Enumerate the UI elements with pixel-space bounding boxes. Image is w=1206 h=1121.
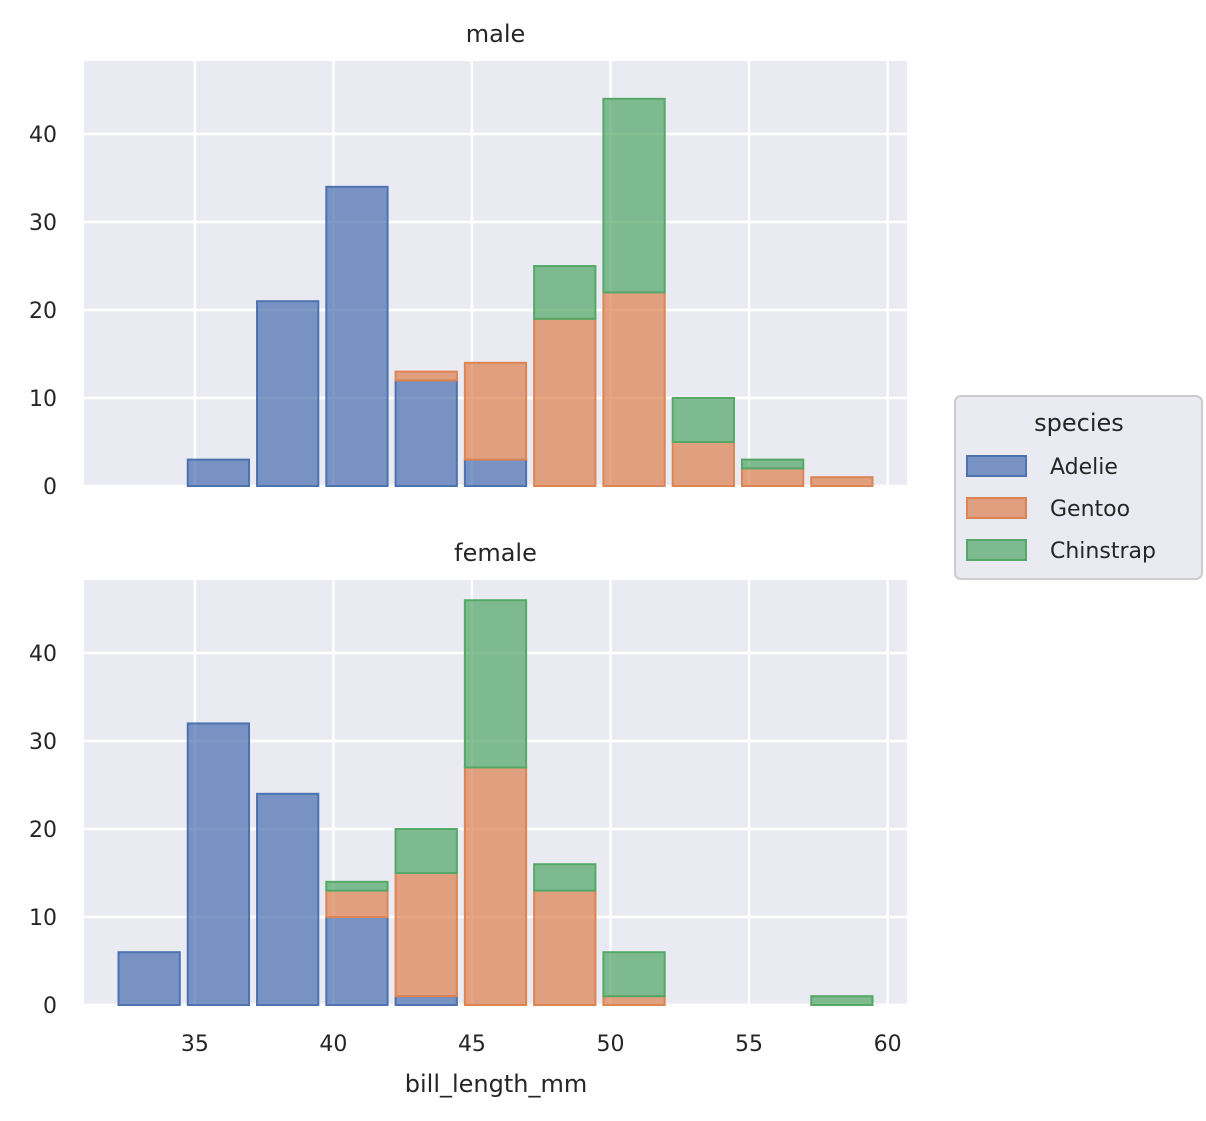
bar-adelie [463,458,528,487]
legend-label-chinstrap: Chinstrap [1050,539,1156,564]
bar-gentoo [533,889,597,1007]
facet-title: female [454,539,537,567]
y-tick-label: 30 [29,211,57,236]
bar-adelie [186,458,251,487]
y-tick-label: 0 [43,994,57,1019]
bar-chinstrap [602,97,666,294]
legend: species Adelie Gentoo Chinstrap [954,395,1203,580]
bar-adelie [186,722,251,1006]
y-tick-label: 0 [43,475,57,500]
bar-adelie [117,951,181,1006]
bar-gentoo [602,291,666,487]
bar-chinstrap [463,599,528,769]
bar-gentoo [810,476,874,488]
bar-gentoo [671,441,735,488]
y-tick-label: 10 [29,387,57,412]
bar-gentoo [394,370,458,382]
y-tick-label: 40 [29,123,57,148]
facet-male: 0 10 20 30 40 male [29,20,907,500]
bar-gentoo [463,766,528,1006]
x-tick-label: 55 [735,1032,763,1057]
bar-chinstrap [740,458,805,470]
y-tick-label: 40 [29,642,57,667]
bar-gentoo [533,317,597,487]
y-tick-label: 20 [29,299,57,324]
facet-female: 0 10 20 30 40 female 35 40 45 50 55 60 [29,539,907,1057]
bar-adelie [394,379,458,488]
bar-adelie [394,995,458,1006]
bar-gentoo [463,361,528,461]
bar-chinstrap [394,828,458,875]
bar-adelie [256,300,320,487]
x-tick-label: 50 [596,1032,624,1057]
bar-chinstrap [602,951,666,998]
bar-gentoo [740,467,805,487]
y-tick-label: 20 [29,818,57,843]
legend-label-gentoo: Gentoo [1050,497,1130,522]
x-axis-label: bill_length_mm [405,1070,588,1098]
bar-gentoo [394,872,458,998]
bar-chinstrap [533,265,597,320]
x-tick-label: 35 [181,1032,209,1057]
x-tick-label: 60 [874,1032,902,1057]
bar-chinstrap [325,880,389,892]
bar-chinstrap [810,995,874,1006]
bar-chinstrap [533,863,597,892]
legend-swatch-adelie [966,455,1027,477]
legend-swatch-chinstrap [966,539,1027,561]
bar-adelie [325,185,389,487]
x-tick-label: 45 [458,1032,486,1057]
bar-adelie [325,916,389,1007]
bar-chinstrap [671,397,735,444]
facet-title: male [466,20,526,48]
legend-label-adelie: Adelie [1050,455,1118,480]
y-tick-label: 30 [29,730,57,755]
bar-gentoo [602,995,666,1006]
legend-title: species [1034,409,1124,437]
bar-adelie [256,792,320,1007]
y-tick-label: 10 [29,906,57,931]
bar-gentoo [325,889,389,919]
x-tick-label: 40 [319,1032,347,1057]
legend-swatch-gentoo [966,497,1027,519]
legend-frame [954,395,1203,580]
